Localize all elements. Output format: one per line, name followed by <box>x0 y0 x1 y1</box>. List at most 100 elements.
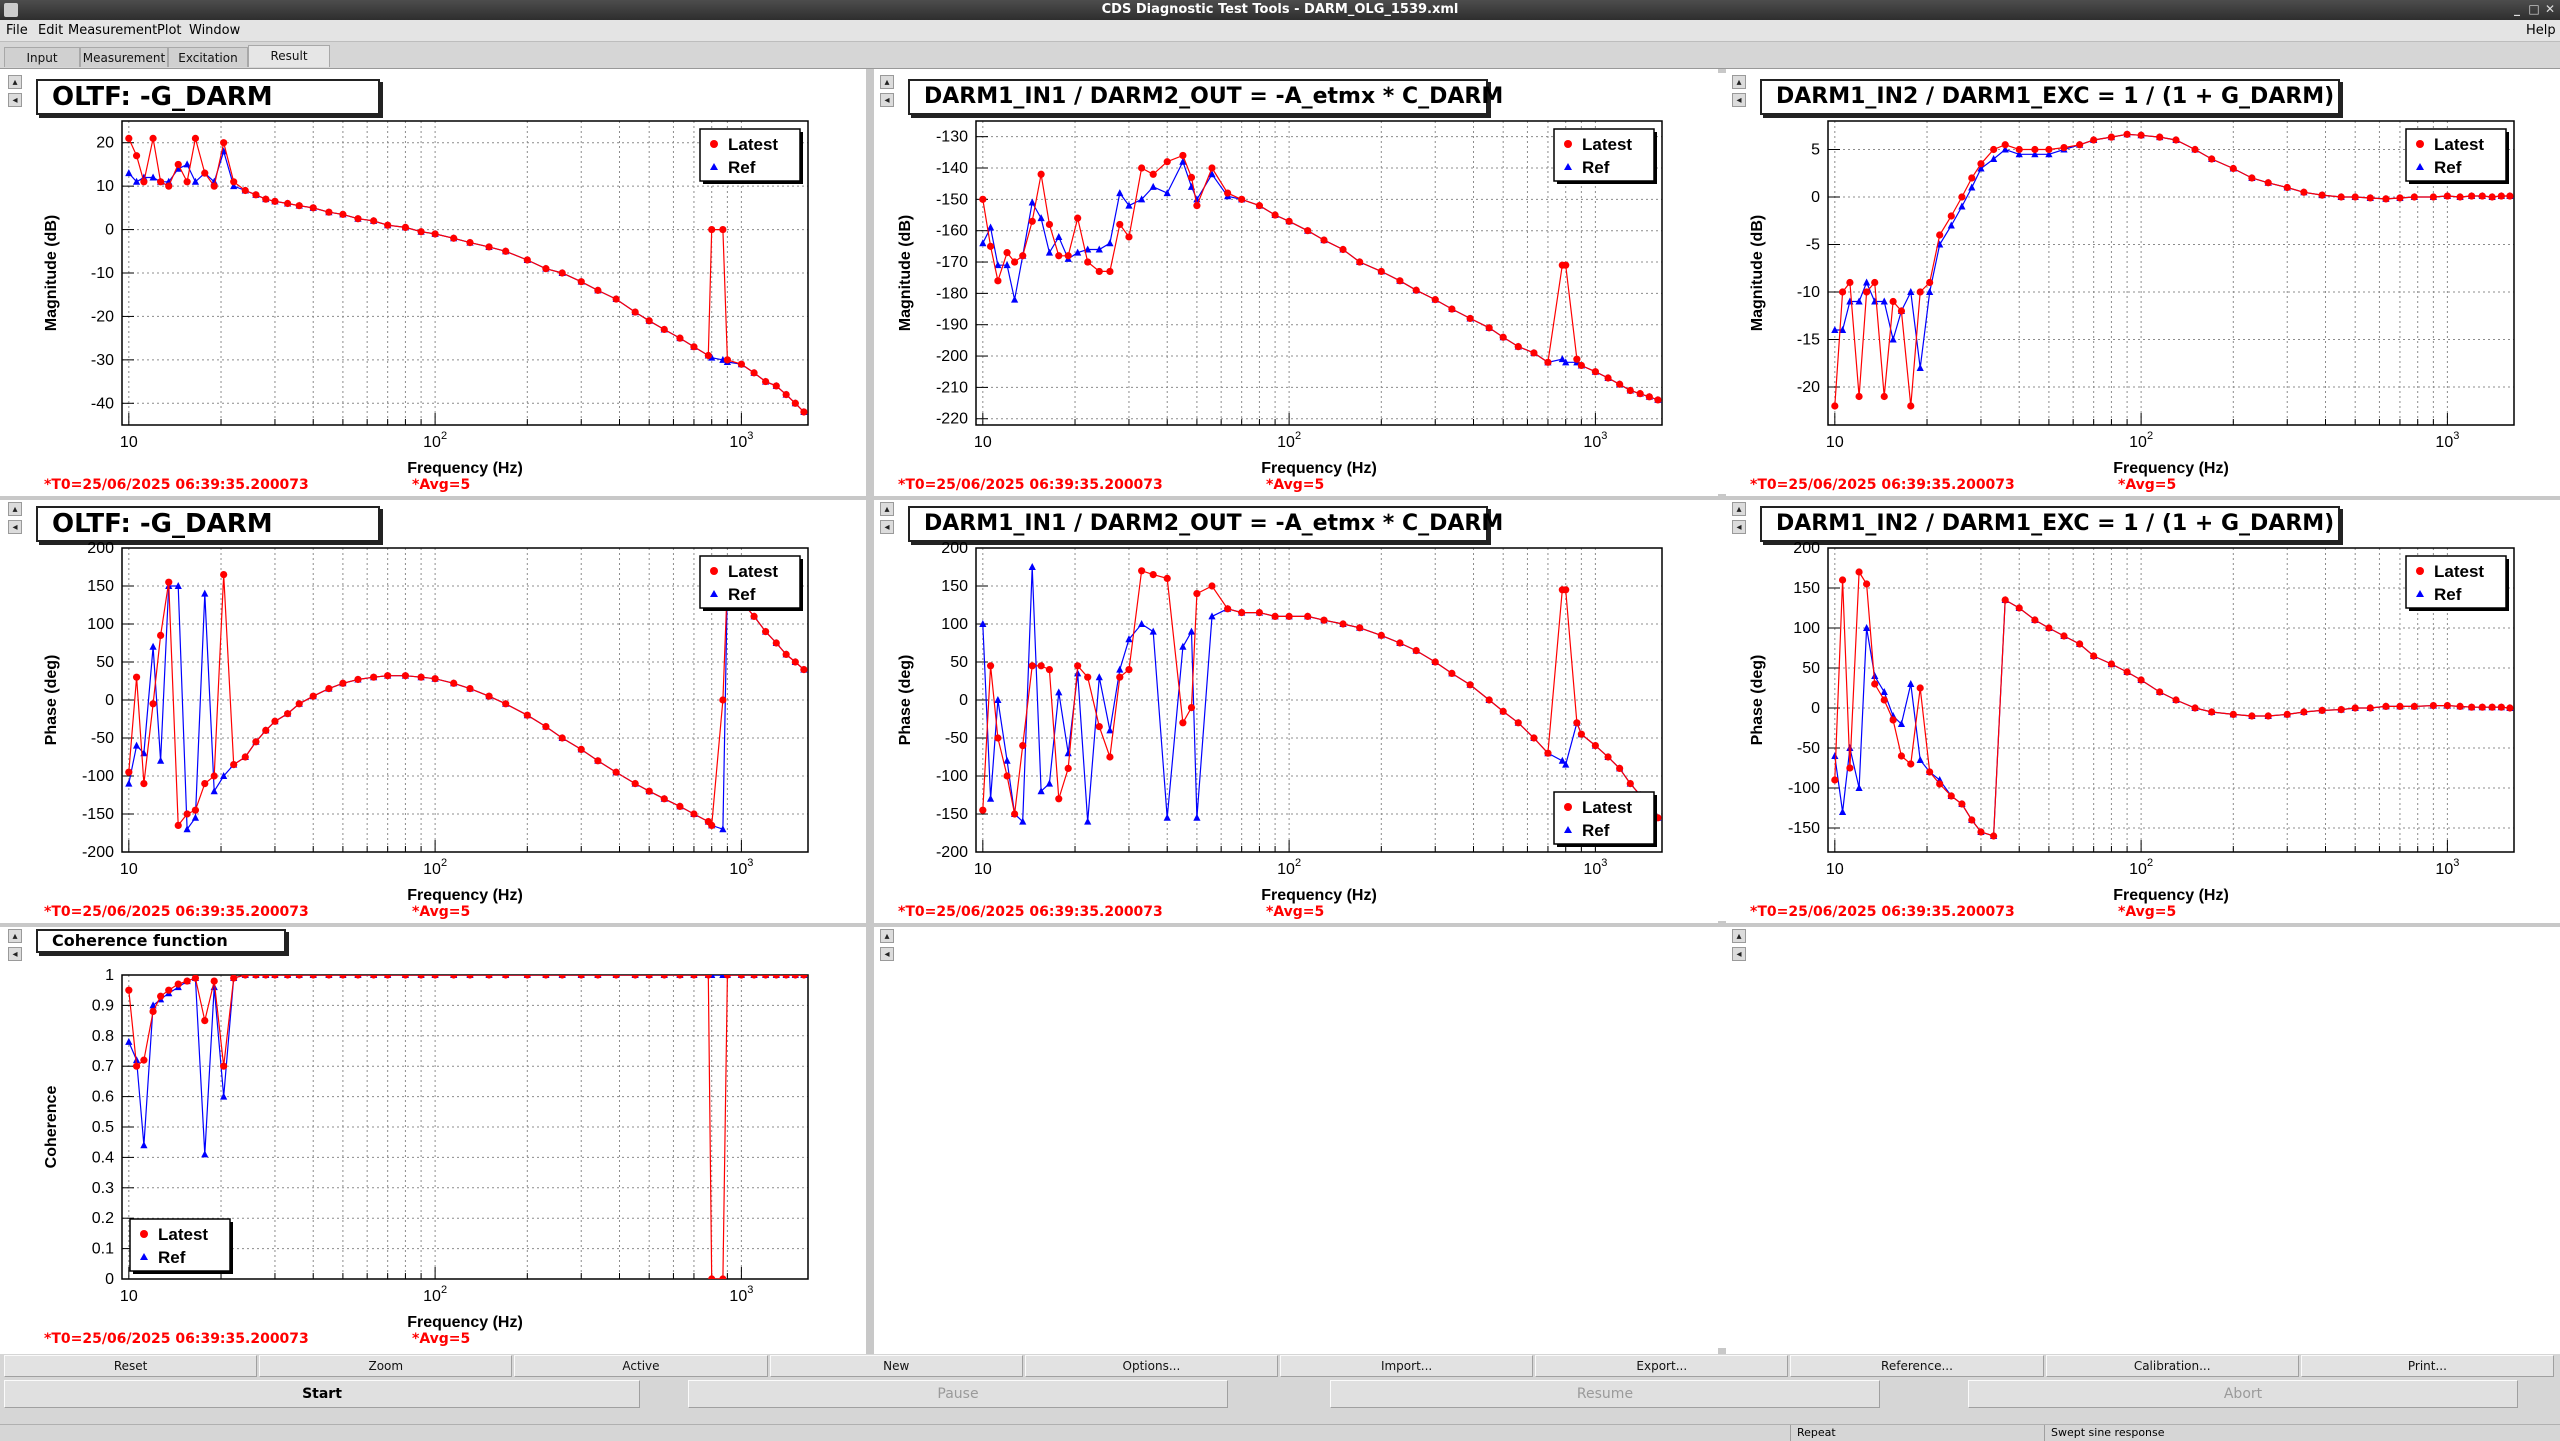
panel-arrow-left-icon[interactable]: ◂ <box>1732 93 1746 107</box>
x-tick-label: 10 <box>120 434 138 451</box>
abort-button[interactable]: Abort <box>1968 1380 2518 1408</box>
y-tick-label: -150 <box>1788 820 1820 837</box>
panel-arrow-left-icon[interactable]: ◂ <box>8 93 22 107</box>
panel-arrow-up-icon[interactable]: ▴ <box>8 502 22 516</box>
ref-point <box>201 1150 209 1158</box>
menu-file[interactable]: File <box>6 23 28 38</box>
plot-svg[interactable]: -220 -210 -200 -190 -180 -170 -160 -150 -140 -130… <box>876 73 1726 478</box>
t0-timestamp: *T0=25/06/2025 06:39:35.200073 <box>44 477 309 493</box>
plot-panel[interactable]: ▴ ◂ DARM1_IN1 / DARM2_OUT = -A_etmx * C_DA… <box>876 500 1726 921</box>
plot-panel[interactable]: ▴ ◂ <box>876 927 1726 1348</box>
import-button[interactable]: Import... <box>1280 1355 1534 1377</box>
panel-arrow-left-icon[interactable]: ◂ <box>880 947 894 961</box>
plot-panel[interactable]: ▴ ◂ DARM1_IN1 / DARM2_OUT = -A_etmx * C_DA… <box>876 73 1726 494</box>
y-tick-label: 0.6 <box>92 1089 114 1106</box>
new-button[interactable]: New <box>769 1355 1023 1377</box>
panel-arrow-up-icon[interactable]: ▴ <box>8 75 22 89</box>
latest-point <box>782 975 790 979</box>
latest-point <box>1019 742 1027 750</box>
menu-help[interactable]: Help <box>2526 23 2556 38</box>
plot-svg[interactable]: -200 -150 -100 -50 0 50 100 150 200 10 102 103 Frequ… <box>876 500 1726 905</box>
plot-svg[interactable]: 0 0.1 0.2 0.3 0.4 0.5 0.6 0.7 0.8 0.9 1 10 102 103 Fre… <box>4 927 852 1332</box>
maximize-icon[interactable]: □ <box>2528 2 2540 16</box>
panel-arrow-up-icon[interactable]: ▴ <box>1732 929 1746 943</box>
zoom-button[interactable]: Zoom <box>259 1355 513 1377</box>
panel-arrow-up-icon[interactable]: ▴ <box>1732 75 1746 89</box>
start-button[interactable]: Start <box>4 1380 640 1408</box>
panel-arrow-up-icon[interactable]: ▴ <box>880 75 894 89</box>
latest-point <box>2318 191 2326 199</box>
panel-arrow-left-icon[interactable]: ◂ <box>1732 520 1746 534</box>
active-button[interactable]: Active <box>514 1355 768 1377</box>
latest-point <box>1356 624 1364 632</box>
print-button[interactable]: Print... <box>2300 1355 2554 1377</box>
close-icon[interactable]: ✕ <box>2544 2 2556 16</box>
panel-arrow-left-icon[interactable]: ◂ <box>880 520 894 534</box>
plot-panel[interactable]: ▴ ◂ DARM1_IN2 / DARM1_EXC = 1 / (1 + G_DAR… <box>1728 500 2560 921</box>
panel-arrow-left-icon[interactable]: ◂ <box>8 947 22 961</box>
grid: -40 -30 -20 -10 0 10 20 10 102 103 <box>91 121 808 451</box>
series-group <box>979 151 1662 404</box>
plot-panel[interactable]: ▴ ◂ DARM1_IN2 / DARM1_EXC = 1 / (1 + G_DAR… <box>1728 73 2560 494</box>
latest-point <box>466 239 474 247</box>
panel-arrow-left-icon[interactable]: ◂ <box>8 520 22 534</box>
resume-button[interactable]: Resume <box>1330 1380 1880 1408</box>
panel-arrow-up-icon[interactable]: ▴ <box>8 929 22 943</box>
plot-svg[interactable]: -40 -30 -20 -10 0 10 20 10 102 103 Frequency (Hz) M… <box>4 73 852 478</box>
menu-window[interactable]: Window <box>189 23 241 38</box>
latest-point <box>2060 632 2068 640</box>
y-axis-label: Magnitude (dB) <box>1749 215 1766 331</box>
latest-point <box>1530 349 1538 357</box>
tab-measurement[interactable]: Measurement <box>80 47 168 67</box>
ref-point <box>1838 808 1847 815</box>
latest-point <box>1846 764 1854 772</box>
options-button[interactable]: Options... <box>1024 1355 1278 1377</box>
calibration-button[interactable]: Calibration... <box>2045 1355 2299 1377</box>
y-tick-label: 150 <box>941 578 968 595</box>
panel-arrow-left-icon[interactable]: ◂ <box>880 93 894 107</box>
reset-button[interactable]: Reset <box>4 1355 258 1377</box>
latest-point <box>1577 361 1585 370</box>
latest-series-line <box>982 154 1659 401</box>
ref-point <box>2015 150 2023 158</box>
ref-point <box>1926 288 1934 295</box>
ref-point <box>1831 326 1839 333</box>
ref-point <box>1074 669 1082 677</box>
panel-arrow-up-icon[interactable]: ▴ <box>1732 502 1746 516</box>
minimize-icon[interactable]: _ <box>2514 2 2520 16</box>
panel-arrow-up-icon[interactable]: ▴ <box>880 929 894 943</box>
latest-point <box>737 975 745 979</box>
legend-ref-label: Ref <box>728 158 756 177</box>
menu-plot[interactable]: Plot <box>157 23 182 38</box>
tab-input[interactable]: Input <box>4 47 80 67</box>
plot-panel[interactable]: ▴ ◂ OLTF: -G_DARM *T0=25/06/2025 06:39:35.2… <box>4 500 852 921</box>
x-tick-label: 102 <box>2129 430 2153 451</box>
menu-edit[interactable]: Edit <box>38 23 64 38</box>
legend-latest-label: Latest <box>728 562 778 581</box>
reference-button[interactable]: Reference... <box>1790 1355 2044 1377</box>
latest-point <box>325 975 333 979</box>
plot-panel[interactable]: ▴ ◂ <box>1728 927 2560 1348</box>
plot-svg[interactable]: -150 -100 -50 0 50 100 150 200 10 102 103 Frequency… <box>1728 500 2560 905</box>
y-tick-label: -200 <box>82 844 114 861</box>
plot-panel[interactable]: ▴ ◂ Coherence function *T0=25/06/2025 06:39… <box>4 927 852 1348</box>
latest-point <box>2351 193 2359 201</box>
panel-arrow-left-icon[interactable]: ◂ <box>1732 947 1746 961</box>
latest-point <box>1499 333 1507 341</box>
plot-panel[interactable]: ▴ ◂ OLTF: -G_DARM *T0=25/06/2025 06:39:35.2… <box>4 73 852 494</box>
plot-svg[interactable]: -200 -150 -100 -50 0 50 100 150 200 10 102 103 Frequ… <box>4 500 852 905</box>
legend: Latest Ref <box>699 128 803 184</box>
export-button[interactable]: Export... <box>1535 1355 1789 1377</box>
menu-measurement[interactable]: Measurement <box>68 23 158 38</box>
panel-arrow-up-icon[interactable]: ▴ <box>880 502 894 516</box>
pause-button[interactable]: Pause <box>688 1380 1228 1408</box>
tab-result[interactable]: Result <box>248 45 330 67</box>
latest-point <box>1045 220 1054 229</box>
plot-title: DARM1_IN2 / DARM1_EXC = 1 / (1 + G_DARM) <box>1760 79 2340 115</box>
x-axis-label: Frequency (Hz) <box>1261 887 1377 904</box>
tab-excitation[interactable]: Excitation <box>168 47 248 67</box>
latest-point <box>1304 612 1312 620</box>
plot-svg[interactable]: -20 -15 -10 -5 0 5 10 102 103 Frequency (Hz) Magni… <box>1728 73 2560 478</box>
y-tick-label: -100 <box>1788 780 1820 797</box>
latest-point <box>1116 673 1124 681</box>
